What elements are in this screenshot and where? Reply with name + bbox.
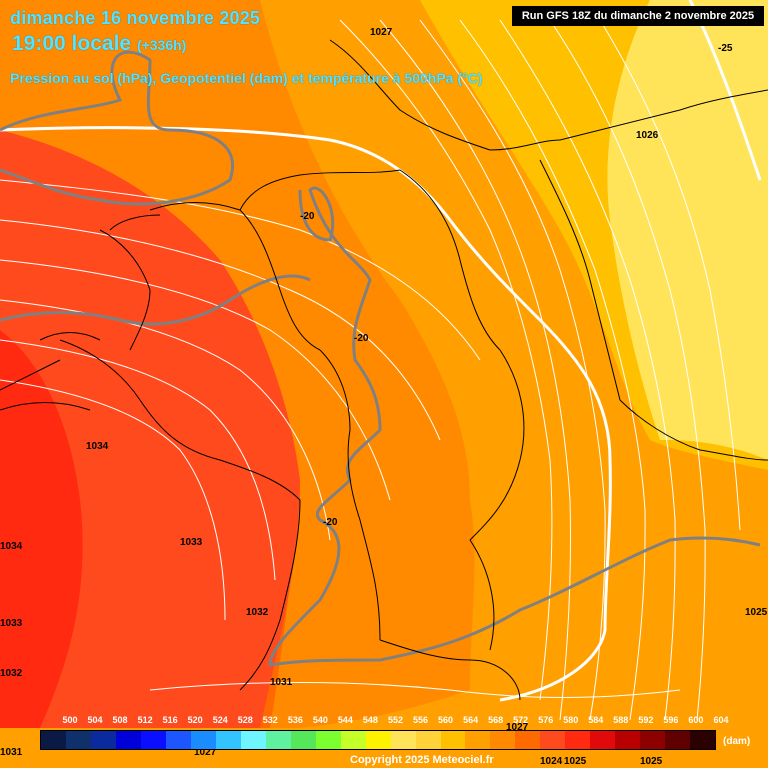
legend-swatch <box>590 731 616 749</box>
legend-level-label: 596 <box>663 715 679 725</box>
legend-swatch <box>390 731 416 749</box>
isobar-label: 1033 <box>180 537 203 548</box>
legend-level-label: 544 <box>337 715 353 725</box>
legend-level-label: 536 <box>287 715 303 725</box>
legend-level-label: 572 <box>513 715 529 725</box>
model-run-badge: Run GFS 18Z du dimanche 2 novembre 2025 <box>512 6 764 26</box>
isobar-label: 1025 <box>640 756 663 767</box>
isobar-label: 1027 <box>506 722 529 733</box>
legend-level-label: 576 <box>538 715 554 725</box>
isobar-label: 1033 <box>0 618 23 629</box>
legend-level-label: 600 <box>688 715 704 725</box>
legend-swatch <box>240 731 266 749</box>
legend-level-label: 524 <box>212 715 228 725</box>
isobar-label: 1027 <box>370 27 393 38</box>
isobar-label: 1025 <box>745 607 768 618</box>
legend-level-label: 508 <box>112 715 128 725</box>
isobar-label: 1031 <box>270 677 293 688</box>
legend-swatch <box>415 731 441 749</box>
legend-swatch <box>640 731 666 749</box>
copyright: Copyright 2025 Meteociel.fr <box>350 754 494 766</box>
legend-level-label: 532 <box>262 715 278 725</box>
forecast-lead-time: (+336h) <box>136 37 187 53</box>
legend-level-label: 556 <box>413 715 429 725</box>
legend-level-label: 592 <box>638 715 654 725</box>
legend-level-label: 564 <box>463 715 479 725</box>
legend-level-label: 568 <box>488 715 504 725</box>
isobar-label: 1034 <box>86 441 109 452</box>
coastlines <box>0 39 561 391</box>
legend-level-label: 516 <box>162 715 178 725</box>
legend-level-label: 520 <box>187 715 203 725</box>
legend-unit: (dam) <box>723 736 751 747</box>
legend-swatch <box>615 731 641 749</box>
legend-level-label: 580 <box>563 715 579 725</box>
map-description: Pression au sol (hPa), Geopotentiel (dam… <box>10 70 483 86</box>
legend-swatch <box>340 731 366 749</box>
forecast-time: 19:00 locale (+336h) <box>12 32 186 56</box>
isobar-label: 1032 <box>246 607 269 618</box>
isobar-label: 1025 <box>564 756 587 767</box>
legend-swatch <box>490 731 516 749</box>
legend-level-label: 500 <box>62 715 78 725</box>
legend-level-label: 540 <box>312 715 328 725</box>
geopotential-contours <box>0 19 741 721</box>
isobar-label: 1031 <box>0 747 23 758</box>
legend-swatch <box>315 731 341 749</box>
forecast-local-time: 19:00 locale <box>12 32 132 55</box>
legend-level-label: 528 <box>237 715 253 725</box>
isobar-label: 1024 <box>540 756 563 767</box>
legend-level-label: 584 <box>588 715 604 725</box>
legend-swatch <box>165 731 191 749</box>
isobar-label: 1034 <box>0 541 23 552</box>
legend-swatch <box>265 731 291 749</box>
legend-swatch <box>290 731 316 749</box>
legend-swatch <box>540 731 566 749</box>
temperature-label: -20 <box>323 517 338 528</box>
field-584 <box>0 330 83 728</box>
legend-labels: 500 504 508 512 516 520 524 528 532 536 540 544 548 5… <box>40 715 728 729</box>
temperature-contours <box>0 50 761 667</box>
legend-swatch <box>565 731 591 749</box>
isobar-label: 1026 <box>636 130 659 141</box>
legend-level-label: 504 <box>87 715 103 725</box>
legend-swatch <box>465 731 491 749</box>
color-legend <box>40 730 716 750</box>
legend-swatch <box>515 731 541 749</box>
legend-swatch <box>440 731 466 749</box>
legend-swatch <box>690 731 716 749</box>
legend-swatch <box>365 731 391 749</box>
temperature-label: -20 <box>300 211 315 222</box>
isobar-label: 1032 <box>0 668 23 679</box>
forecast-date: dimanche 16 novembre 2025 <box>10 8 261 28</box>
legend-level-label: 604 <box>713 715 729 725</box>
legend-swatch <box>140 731 166 749</box>
temperature-label: -25 <box>718 43 733 54</box>
legend-swatch <box>115 731 141 749</box>
legend-swatch <box>190 731 216 749</box>
legend-level-label: 512 <box>137 715 153 725</box>
legend-swatch <box>665 731 691 749</box>
country-borders <box>0 89 768 701</box>
legend-level-label: 548 <box>362 715 378 725</box>
legend-swatch <box>41 731 66 749</box>
field-560 <box>607 0 768 460</box>
legend-level-label: 552 <box>387 715 403 725</box>
legend-level-label: 588 <box>613 715 629 725</box>
temperature-label: -20 <box>354 333 369 344</box>
legend-level-label: 560 <box>438 715 454 725</box>
isobar-label: 1027 <box>194 747 217 758</box>
legend-swatch <box>90 731 116 749</box>
legend-swatch <box>65 731 91 749</box>
legend-swatch <box>215 731 241 749</box>
